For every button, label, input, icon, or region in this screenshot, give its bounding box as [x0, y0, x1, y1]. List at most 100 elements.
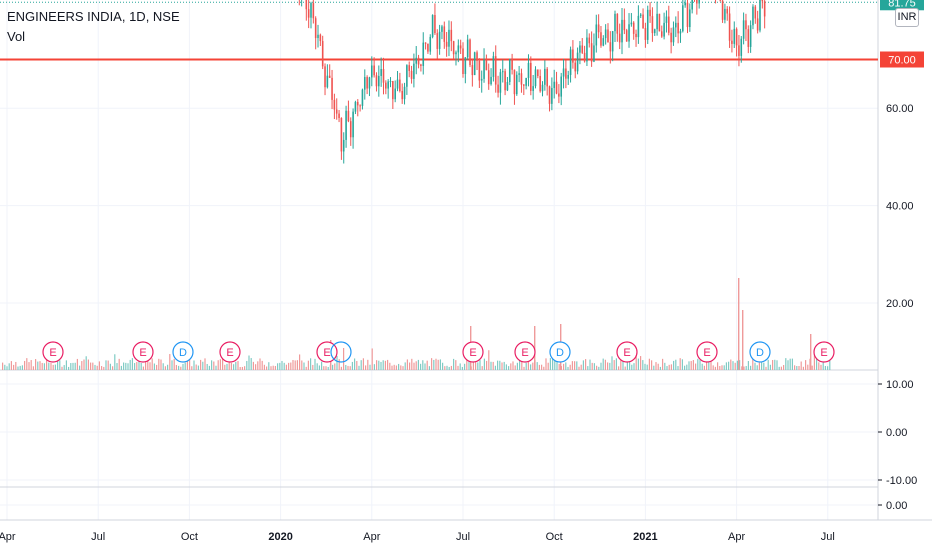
volume-bar [19, 365, 21, 370]
volume-bar [13, 364, 15, 370]
volume-bar [466, 359, 468, 370]
candle-body [478, 60, 481, 81]
volume-bar [224, 364, 226, 370]
event-marker [749, 341, 771, 363]
volume-bar [195, 364, 197, 370]
volume-bar [677, 366, 679, 370]
candle-body [345, 110, 347, 140]
candle-body [611, 31, 614, 52]
volume-bar [494, 365, 496, 370]
volume-bar [162, 363, 164, 370]
volume-bar [175, 364, 177, 370]
volume-bar [312, 364, 314, 370]
volume-bar [180, 366, 182, 370]
volume-bar [472, 361, 474, 370]
candle-body [389, 81, 392, 83]
volume-bar [404, 362, 406, 370]
volume-bar [415, 361, 417, 370]
volume-bar [730, 359, 732, 370]
volume-bar [431, 358, 433, 370]
candle-body [682, 5, 684, 32]
time-tick-label: Apr [728, 531, 745, 543]
candle-body [632, 22, 635, 34]
volume-bar [723, 365, 725, 370]
volume-bar [151, 358, 153, 370]
candle-body [560, 76, 563, 97]
volume-bar [173, 358, 175, 370]
volume-bar [754, 362, 756, 370]
candle-body [310, 3, 312, 18]
volume-bar [703, 365, 705, 370]
candle-body [539, 76, 541, 92]
candle-body [501, 71, 504, 73]
volume-bar [263, 364, 265, 370]
volume-bar [367, 359, 369, 370]
volume-bar [657, 363, 659, 370]
volume-bar [679, 358, 681, 370]
candle-body [492, 56, 495, 77]
volume-bar [382, 360, 384, 370]
candle-body [670, 32, 672, 43]
volume-bar [644, 363, 646, 370]
candle-body [576, 52, 579, 72]
volume-bar [501, 362, 503, 370]
candle-body [317, 34, 319, 39]
volume-bar [380, 361, 382, 370]
candle-body [338, 113, 340, 118]
currency-badge[interactable]: INR [895, 8, 919, 27]
candle-body [562, 68, 565, 77]
volume-bar [24, 360, 26, 370]
event-marker-label: E [623, 347, 630, 359]
volume-bar [717, 362, 719, 370]
price-tick-label: 60.00 [886, 103, 914, 115]
volume-bar [505, 364, 507, 370]
volume-bar [283, 362, 285, 370]
volume-bar [43, 363, 45, 370]
volume-bar [763, 362, 765, 370]
event-marker [549, 341, 571, 363]
volume-bar [805, 360, 807, 370]
volume-bar [21, 365, 23, 370]
volume-bar [743, 366, 745, 370]
volume-bar [653, 365, 655, 370]
volume-bar [279, 362, 281, 370]
event-marker [813, 341, 835, 363]
volume-bar [508, 366, 510, 370]
candle-body [342, 139, 345, 152]
volume-bar [444, 366, 446, 370]
volume-bar [701, 363, 703, 370]
volume-bar [802, 366, 804, 370]
volume-bar [288, 362, 290, 370]
candle-body [450, 29, 453, 42]
volume-bar [105, 360, 107, 370]
volume-bar [598, 366, 600, 370]
candle-body [415, 57, 418, 64]
candle-body [607, 29, 609, 43]
volume-bar [424, 363, 426, 370]
candle-body [417, 57, 420, 65]
volume-bar [321, 361, 323, 370]
volume-bar [2, 362, 4, 370]
volume-bar [646, 364, 648, 370]
volume-bar [268, 362, 270, 370]
volume-bar [756, 365, 758, 370]
candle-body [382, 69, 385, 83]
candle-body [595, 24, 598, 46]
candle-body [515, 74, 518, 95]
volume-bar [145, 358, 147, 370]
candle-body [555, 81, 558, 94]
volume-bar [15, 361, 17, 370]
volume-bar [624, 366, 626, 370]
candle-body [579, 45, 581, 53]
volume-bar [552, 358, 554, 370]
candle-body [719, 0, 722, 1]
candle-body [747, 29, 750, 47]
volume-bar [354, 358, 356, 370]
candle-body [544, 68, 546, 85]
volume-bar [450, 365, 452, 370]
volume-bar [798, 366, 800, 370]
volume-bar [499, 360, 501, 370]
volume-bar [228, 361, 230, 370]
volume-bar [167, 364, 169, 370]
volume-bar [673, 360, 675, 370]
